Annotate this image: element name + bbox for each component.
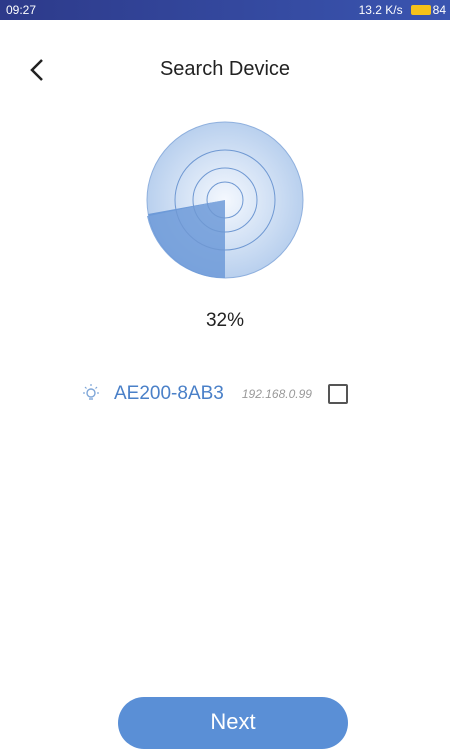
page-title: Search Device bbox=[159, 58, 291, 80]
device-ip: 192.168.0.99 bbox=[241, 387, 312, 401]
battery-level: 84 bbox=[432, 3, 446, 17]
status-bar: 09:27 13.2 K/s 84 bbox=[0, 0, 450, 20]
device-row: AE200-8AB3 192.168.0.99 bbox=[80, 380, 348, 408]
device-name: AE200-8AB3 bbox=[114, 383, 224, 404]
bulb-icon bbox=[83, 384, 99, 400]
progress-text: 32% bbox=[205, 310, 245, 331]
time: 09:27 bbox=[6, 3, 37, 17]
next-button[interactable]: Next bbox=[118, 697, 348, 749]
device-checkbox[interactable] bbox=[327, 384, 348, 404]
network-speed: 13.2 K/s bbox=[358, 3, 403, 17]
back-button[interactable] bbox=[26, 56, 50, 84]
battery: 84 bbox=[410, 3, 446, 17]
status-icons: 13.2 K/s 84 bbox=[359, 3, 446, 17]
radar bbox=[146, 121, 304, 279]
